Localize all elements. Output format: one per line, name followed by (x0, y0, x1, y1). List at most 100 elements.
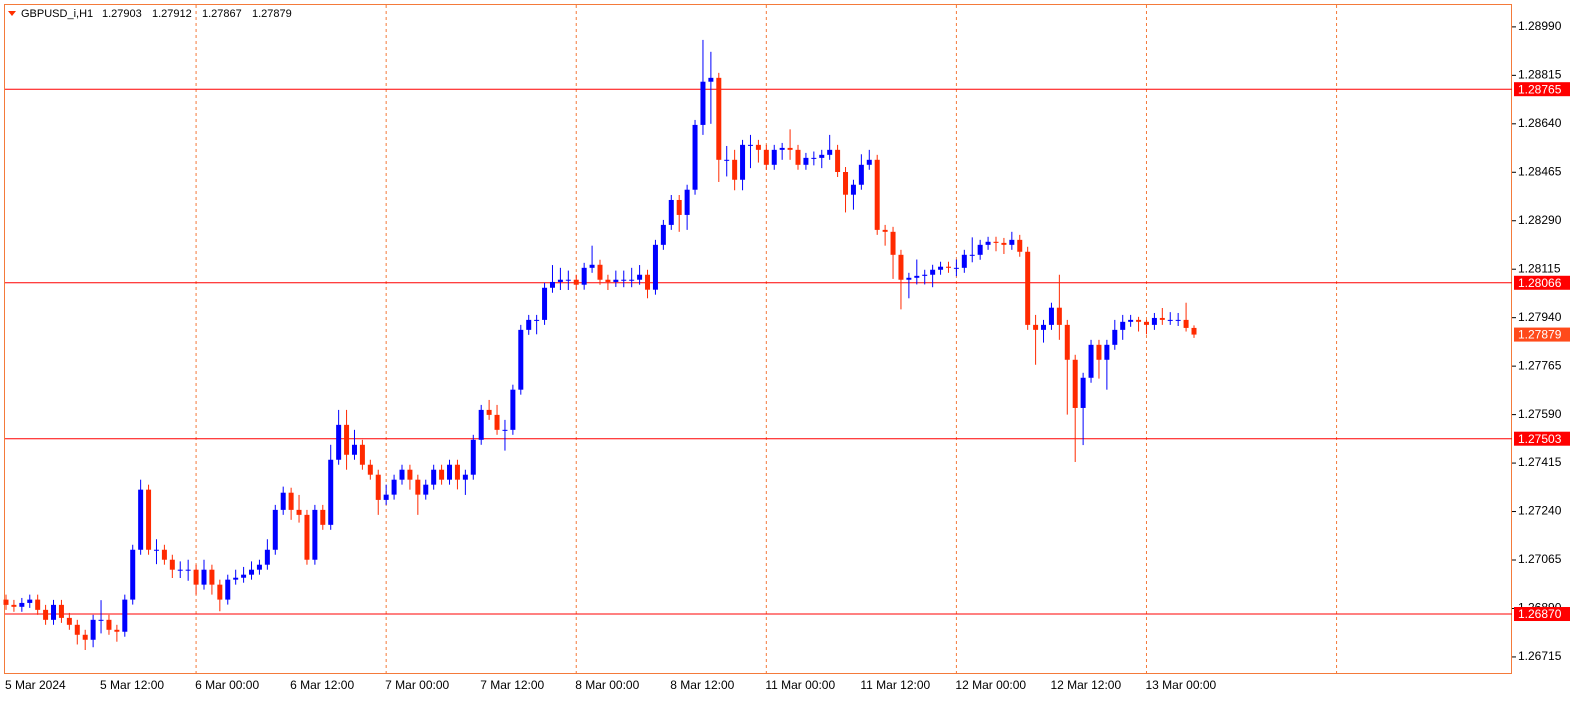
candle-body (930, 269, 936, 275)
candle-body (122, 599, 128, 632)
candle-body (938, 266, 944, 270)
candle-body (1136, 319, 1142, 322)
candle-body (502, 429, 508, 431)
candle-body (462, 474, 468, 480)
candle-body (565, 279, 571, 281)
candle-body (90, 619, 96, 640)
candle-body (621, 279, 627, 281)
candle-body (581, 267, 587, 285)
candle-body (1009, 239, 1015, 245)
level-label: 1.27503 (1518, 432, 1562, 446)
candle-body (11, 604, 17, 607)
candle-body (296, 509, 302, 515)
candle-body (1064, 324, 1070, 360)
candle-body (233, 577, 239, 580)
candle-body (320, 509, 326, 525)
candle-body (843, 172, 849, 195)
y-tick-label: 1.28465 (1518, 164, 1562, 178)
candle-body (114, 629, 120, 632)
candle-body (138, 489, 144, 550)
candle-body (961, 254, 967, 268)
header-high: 1.27912 (152, 8, 192, 20)
candle-body (35, 599, 41, 610)
candle-body (344, 424, 350, 455)
candle-body (534, 319, 540, 321)
candle-body (312, 509, 318, 560)
candle-body (478, 409, 484, 440)
candle-body (835, 149, 841, 172)
last-price-box (1514, 327, 1570, 342)
candle-body (1143, 321, 1149, 325)
candle-body (795, 149, 801, 165)
x-tick-label: 7 Mar 00:00 (385, 678, 449, 692)
candle-body (993, 241, 999, 243)
candle-body (383, 494, 389, 500)
candle-body (1096, 344, 1102, 360)
level-label: 1.26870 (1518, 607, 1562, 621)
candle-body (225, 579, 231, 600)
candle-body (431, 469, 437, 485)
candle-body (351, 444, 357, 455)
x-tick-label: 5 Mar 2024 (5, 678, 66, 692)
candle-body (217, 584, 223, 600)
candle-body (241, 574, 247, 578)
candle-body (201, 569, 207, 585)
candle-body (779, 147, 785, 150)
y-tick-label: 1.28290 (1518, 213, 1562, 227)
candle-body (613, 279, 619, 282)
candle-body (771, 149, 777, 165)
candle-body (249, 569, 255, 575)
candle-body (953, 267, 959, 269)
candle-body (1183, 319, 1189, 328)
candle-body (969, 254, 975, 256)
candle-body (336, 424, 342, 460)
y-tick-label: 1.28640 (1518, 116, 1562, 130)
candle-body (399, 469, 405, 480)
candle-body (977, 244, 983, 255)
header-open: 1.27903 (102, 8, 142, 20)
candle-body (906, 277, 912, 280)
candle-body (454, 464, 460, 480)
x-tick-label: 7 Mar 12:00 (480, 678, 544, 692)
level-label-box (1514, 275, 1570, 290)
candle-body (510, 389, 516, 430)
y-tick-label: 1.27065 (1518, 552, 1562, 566)
x-tick-label: 8 Mar 12:00 (670, 678, 734, 692)
x-tick-label: 11 Mar 00:00 (765, 678, 835, 692)
header-arrow (8, 11, 16, 16)
candle-body (882, 229, 888, 232)
candle-body (1128, 319, 1134, 322)
candle-body (787, 147, 793, 150)
candle-body (542, 287, 548, 320)
candle-body (367, 464, 373, 475)
candle-body (985, 241, 991, 245)
candle-body (549, 281, 555, 288)
candle-body (43, 609, 49, 620)
candle-body (819, 154, 825, 158)
x-tick-label: 6 Mar 12:00 (290, 678, 354, 692)
candle-body (803, 157, 809, 165)
candle-body (1001, 242, 1007, 245)
candle-body (700, 81, 706, 125)
candle-body (280, 492, 286, 510)
x-tick-label: 12 Mar 12:00 (1050, 678, 1121, 692)
candle-body (98, 619, 104, 621)
candle-body (740, 144, 746, 180)
candle-body (605, 279, 611, 282)
candle-body (518, 329, 524, 390)
candle-body (1175, 319, 1181, 321)
candle-body (58, 604, 64, 618)
x-tick-label: 5 Mar 12:00 (100, 678, 164, 692)
candle-body (407, 469, 413, 480)
level-label-box (1514, 607, 1570, 622)
plot-frame (4, 4, 1512, 674)
candle-body (645, 274, 651, 290)
y-tick-label: 1.28990 (1518, 19, 1562, 33)
x-tick-label: 13 Mar 00:00 (1145, 678, 1216, 692)
y-tick-label: 1.28815 (1518, 68, 1562, 82)
candle-body (637, 274, 643, 280)
candle-body (130, 549, 136, 600)
candle-body (1072, 359, 1078, 408)
candle-body (874, 159, 880, 230)
